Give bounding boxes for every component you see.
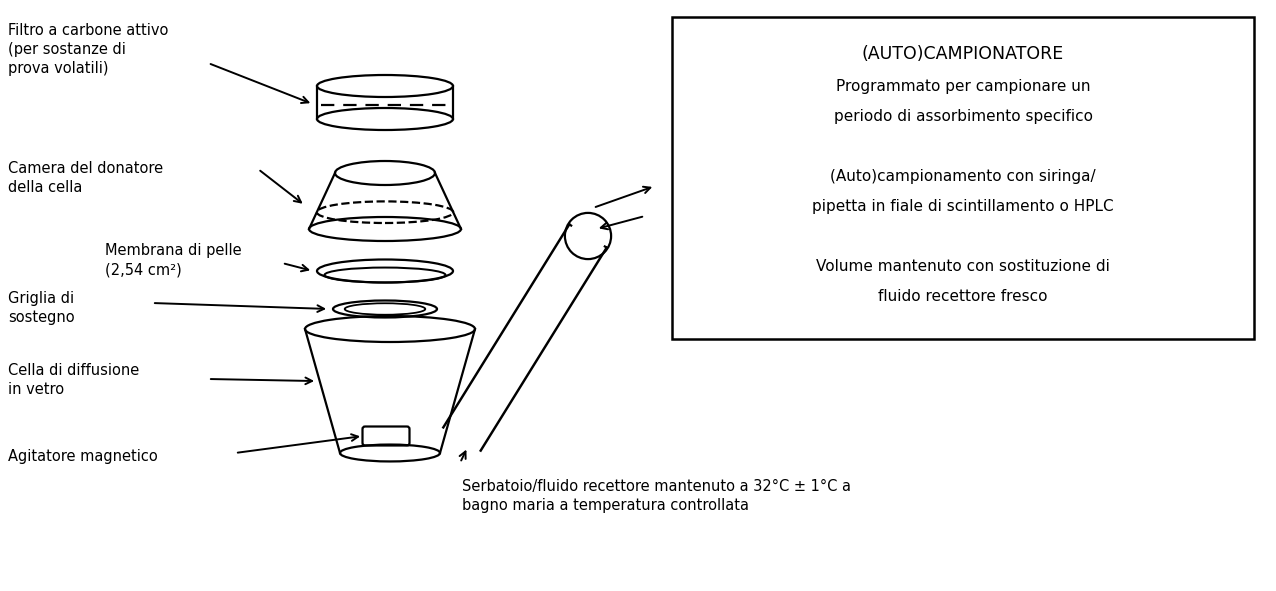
Text: Programmato per campionare un: Programmato per campionare un (836, 79, 1090, 94)
Text: Membrana di pelle
(2,54 cm²): Membrana di pelle (2,54 cm²) (105, 243, 241, 277)
Text: Volume mantenuto con sostituzione di: Volume mantenuto con sostituzione di (817, 259, 1110, 274)
Text: (Auto)campionamento con siringa/: (Auto)campionamento con siringa/ (831, 169, 1096, 184)
Text: Agitatore magnetico: Agitatore magnetico (8, 449, 158, 464)
Text: Camera del donatore
della cella: Camera del donatore della cella (8, 161, 163, 195)
Text: Serbatoio/fluido recettore mantenuto a 32°C ± 1°C a
bagno maria a temperatura co: Serbatoio/fluido recettore mantenuto a 3… (462, 479, 851, 513)
Text: (AUTO)CAMPIONATORE: (AUTO)CAMPIONATORE (861, 45, 1064, 63)
Text: pipetta in fiale di scintillamento o HPLC: pipetta in fiale di scintillamento o HPL… (813, 199, 1114, 214)
Text: Griglia di
sostegno: Griglia di sostegno (8, 291, 74, 325)
Text: Filtro a carbone attivo
(per sostanze di
prova volatili): Filtro a carbone attivo (per sostanze di… (8, 23, 168, 76)
Text: periodo di assorbimento specifico: periodo di assorbimento specifico (833, 109, 1092, 124)
Text: fluido recettore fresco: fluido recettore fresco (878, 289, 1048, 304)
Text: Cella di diffusione
in vetro: Cella di diffusione in vetro (8, 363, 139, 397)
